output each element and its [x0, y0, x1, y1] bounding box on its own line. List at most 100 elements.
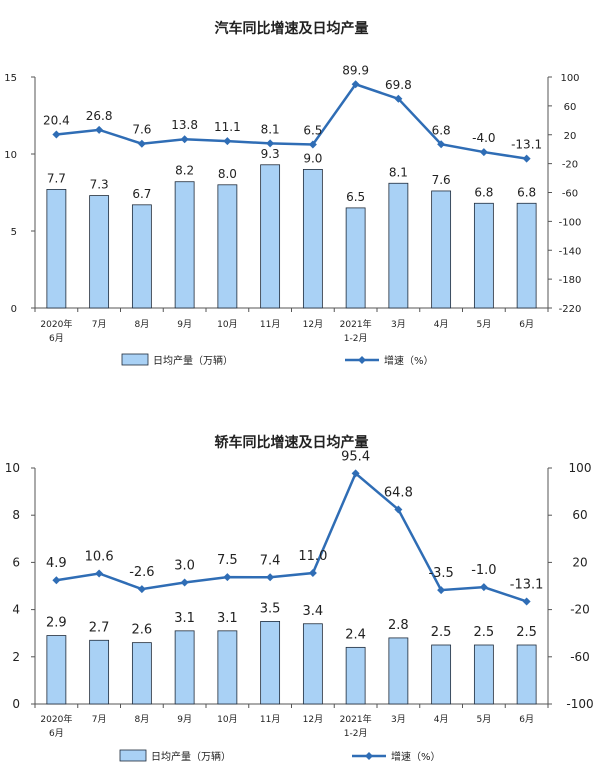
line-point	[437, 140, 446, 149]
left-tick-label: 6	[12, 555, 20, 569]
right-tick-label: -140	[559, 246, 582, 257]
legend-bar-label: 日均产量（万辆）	[153, 354, 233, 367]
line-value-label: 7.6	[132, 123, 151, 137]
bar	[174, 630, 195, 705]
x-tick-label: 8月	[135, 714, 150, 725]
right-tick-label: -100	[559, 217, 582, 228]
bar-value-label: 8.0	[218, 167, 237, 181]
right-tick-label: 100	[560, 73, 579, 84]
x-tick-label: 11月	[260, 319, 280, 330]
line-point	[95, 569, 104, 578]
x-tick-label: 8月	[135, 319, 150, 330]
bar	[217, 184, 238, 309]
line-point	[308, 140, 317, 149]
bar-value-label: 2.9	[46, 616, 67, 631]
bar	[89, 639, 110, 705]
bar	[473, 644, 494, 705]
x-tick-label: 3月	[391, 319, 406, 330]
x-tick-label: 2020年	[40, 713, 72, 725]
left-tick-label: 10	[4, 150, 17, 161]
line-point	[52, 130, 61, 139]
x-tick-label: 2020年	[40, 318, 72, 330]
bar-value-label: 2.5	[516, 625, 537, 640]
line-value-label: 3.0	[174, 558, 195, 573]
line-value-label: 7.4	[260, 553, 281, 568]
x-tick-label: 5月	[477, 714, 492, 725]
bar	[174, 181, 195, 309]
line-value-label: -13.1	[510, 577, 544, 592]
bar-value-label: 8.1	[389, 165, 408, 179]
left-tick-label: 4	[12, 603, 20, 617]
bar-value-label: 6.7	[132, 187, 151, 201]
bar-value-label: 3.5	[260, 601, 281, 616]
bar	[217, 630, 238, 705]
line-point	[266, 573, 275, 582]
bar	[302, 623, 323, 705]
growth-line	[56, 471, 528, 603]
line-point	[351, 80, 360, 89]
line-value-label: 6.8	[432, 123, 451, 137]
legend-line-label: 增速（%）	[384, 354, 434, 367]
left-tick-label: 2	[12, 650, 20, 664]
right-tick-label: -20	[562, 160, 578, 171]
legend: 日均产量（万辆） 增速（%）	[119, 749, 441, 763]
x-tick-label: 4月	[434, 319, 449, 330]
x-tick-label: 9月	[177, 714, 192, 725]
bar	[345, 207, 366, 309]
line-point	[479, 583, 488, 592]
x-tick-label: 1-2月	[344, 728, 368, 739]
growth-line	[56, 82, 527, 160]
line-value-label: 69.8	[385, 78, 412, 92]
line-value-label: 8.1	[261, 122, 280, 136]
right-tick-label: -100	[566, 697, 593, 711]
right-tick-label: 60	[564, 102, 577, 113]
bar	[46, 189, 67, 309]
bar	[388, 182, 409, 309]
line-point	[351, 469, 360, 478]
line-point	[522, 597, 531, 606]
bar	[302, 168, 323, 309]
left-tick-label: 5	[11, 227, 17, 238]
legend-bar-label: 日均产量（万辆）	[151, 750, 231, 763]
bar	[131, 642, 152, 705]
line-point	[52, 576, 61, 585]
x-tick-label: 6月	[49, 728, 64, 739]
bar-value-label: 9.3	[261, 147, 280, 161]
line-value-label: 64.8	[384, 486, 413, 501]
bar-value-label: 3.4	[303, 604, 324, 619]
line-point	[137, 585, 146, 594]
line-value-label: -3.5	[428, 566, 453, 581]
left-tick-label: 8	[12, 508, 20, 522]
x-tick-label: 6月	[49, 333, 64, 344]
bar-value-label: 2.5	[474, 625, 495, 640]
x-tick-label: 12月	[303, 319, 323, 330]
x-tick-label: 10月	[217, 714, 237, 725]
line-point	[95, 125, 104, 134]
line-value-label: -13.1	[511, 138, 542, 152]
bar	[516, 644, 537, 705]
left-tick-label: 0	[11, 304, 17, 315]
legend: 日均产量（万辆） 增速（%）	[121, 353, 434, 367]
line-value-label: 89.9	[342, 63, 369, 77]
x-tick-label: 7月	[92, 319, 107, 330]
left-tick-label: 10	[5, 461, 20, 475]
bar	[473, 202, 494, 309]
chart-1: 汽车同比增速及日均产量 0 5 10 15 100 60 20 -20 -60 -100 -140 -1…	[4, 20, 581, 367]
bar	[46, 635, 67, 705]
right-tick-label: 60	[572, 508, 587, 522]
legend-line-marker	[365, 752, 373, 760]
bar-value-label: 6.8	[517, 185, 536, 199]
bar	[345, 646, 366, 705]
bar-value-label: 2.4	[345, 627, 366, 642]
right-tick-label: 20	[564, 131, 577, 142]
right-tick-label: -180	[559, 275, 582, 286]
right-tick-label: -20	[570, 603, 590, 617]
bar-value-label: 8.2	[175, 164, 194, 178]
line-point	[137, 139, 146, 148]
legend-bar-swatch	[119, 749, 147, 762]
bar-value-label: 7.7	[47, 171, 66, 185]
bar	[388, 637, 409, 705]
line-value-label: 4.9	[46, 556, 67, 571]
bar-value-label: 6.5	[346, 190, 365, 204]
